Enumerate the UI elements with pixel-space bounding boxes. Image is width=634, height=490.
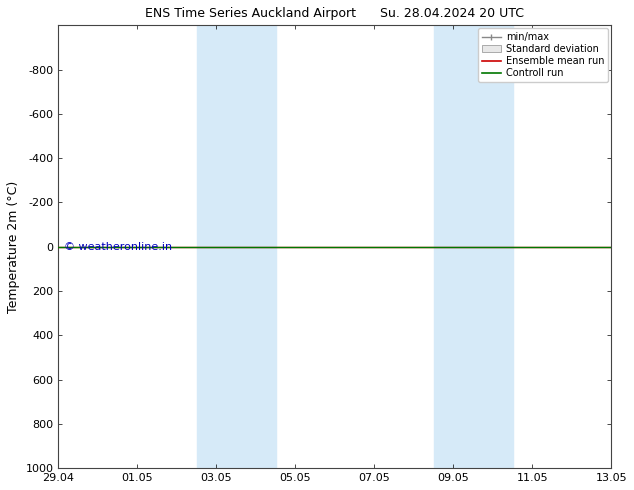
Bar [434,25,512,468]
Bar [197,25,276,468]
Legend: min/max, Standard deviation, Ensemble mean run, Controll run: min/max, Standard deviation, Ensemble me… [478,28,609,82]
Title: ENS Time Series Auckland Airport      Su. 28.04.2024 20 UTC: ENS Time Series Auckland Airport Su. 28.… [145,7,524,20]
Y-axis label: Temperature 2m (°C): Temperature 2m (°C) [7,181,20,313]
Text: © weatheronline.in: © weatheronline.in [64,242,172,252]
